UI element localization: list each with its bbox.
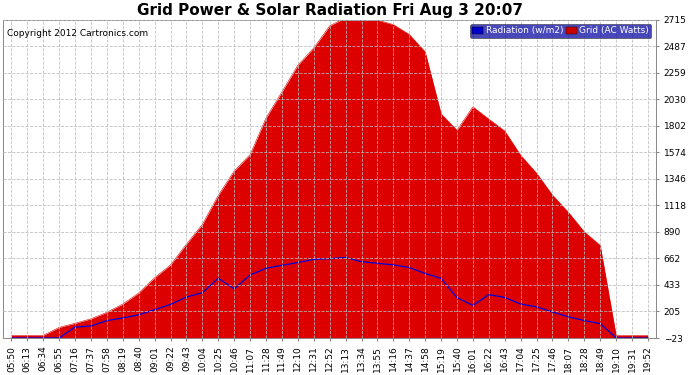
Legend: Radiation (w/m2), Grid (AC Watts): Radiation (w/m2), Grid (AC Watts)	[470, 24, 651, 38]
Text: Copyright 2012 Cartronics.com: Copyright 2012 Cartronics.com	[7, 29, 148, 38]
Title: Grid Power & Solar Radiation Fri Aug 3 20:07: Grid Power & Solar Radiation Fri Aug 3 2…	[137, 3, 523, 18]
